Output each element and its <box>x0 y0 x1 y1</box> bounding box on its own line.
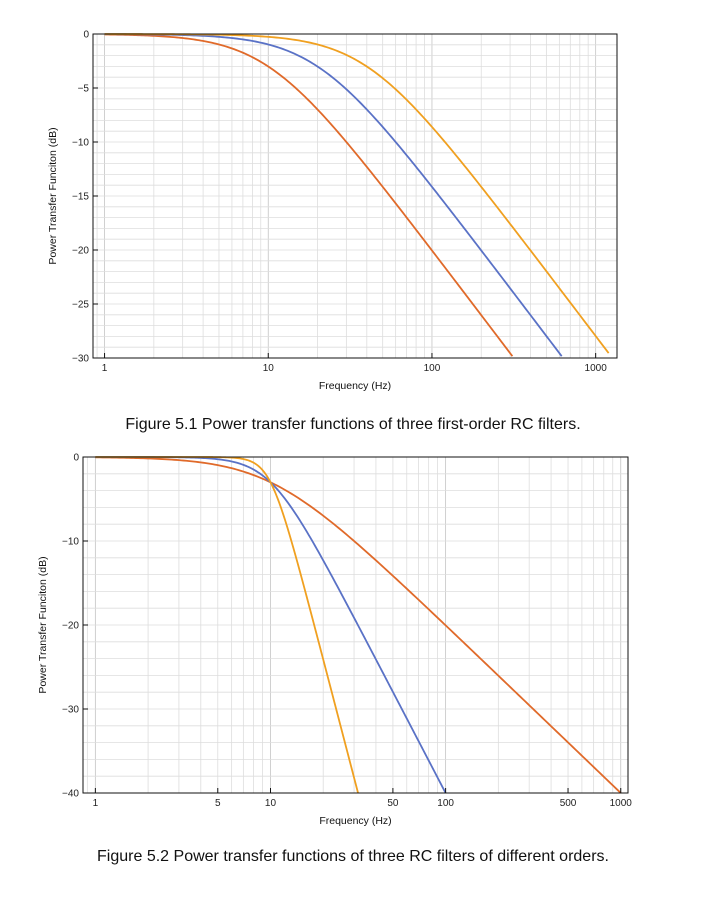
series-line-3 <box>104 33 610 354</box>
x-tick-label: 500 <box>560 798 577 809</box>
axis-ticks: 1 10 100 1000 0 −5 −10 −15 −20 −25 −30 <box>72 30 607 375</box>
y-tick-label: −30 <box>62 705 79 716</box>
x-tick-label: 10 <box>263 363 275 374</box>
figure-caption-5-2: Figure 5.2 Power transfer functions of t… <box>97 848 609 865</box>
chart-figure-5-2: 1 5 10 50 100 500 1000 0 −10 −20 −30 −40 Frequency … <box>37 453 632 828</box>
figure-caption-5-1: Figure 5.1 Power transfer functions of t… <box>125 416 581 433</box>
y-tick-label: −30 <box>72 354 89 365</box>
series-line-2 <box>104 33 563 357</box>
x-tick-label: 1000 <box>610 798 633 809</box>
x-tick-label: 10 <box>265 798 277 809</box>
y-tick-label: −10 <box>62 537 79 548</box>
y-tick-label: −40 <box>62 789 79 800</box>
y-tick-label: −20 <box>62 621 79 632</box>
y-tick-label: 0 <box>73 453 79 464</box>
y-tick-label: −25 <box>72 300 89 311</box>
x-tick-label: 100 <box>437 798 454 809</box>
series-line-1 <box>104 33 514 357</box>
x-tick-label: 100 <box>424 363 441 374</box>
axis-ticks: 1 5 10 50 100 500 1000 0 −10 −20 −30 −40 <box>62 453 632 810</box>
series-lines <box>104 33 610 357</box>
y-tick-label: −10 <box>72 138 89 149</box>
y-axis-label: Power Transfer Funciton (dB) <box>47 127 59 264</box>
y-tick-label: −15 <box>72 192 89 203</box>
grid-lines <box>93 33 617 359</box>
x-axis-label: Frequency (Hz) <box>319 815 391 827</box>
x-tick-label: 1 <box>102 363 108 374</box>
x-axis-label: Frequency (Hz) <box>319 380 391 392</box>
grid-lines <box>83 456 628 794</box>
x-tick-label: 1 <box>93 798 99 809</box>
series-line-1 <box>95 456 622 794</box>
x-tick-label: 1000 <box>585 363 608 374</box>
x-tick-label: 5 <box>215 798 221 809</box>
chart-figure-5-1: 1 10 100 1000 0 −5 −10 −15 −20 −25 −30 Frequency (… <box>47 30 618 392</box>
y-tick-label: −5 <box>78 84 90 95</box>
y-tick-label: 0 <box>83 30 89 41</box>
y-axis-label: Power Transfer Funciton (dB) <box>37 556 49 693</box>
y-tick-label: −20 <box>72 246 89 257</box>
x-tick-label: 50 <box>387 798 399 809</box>
